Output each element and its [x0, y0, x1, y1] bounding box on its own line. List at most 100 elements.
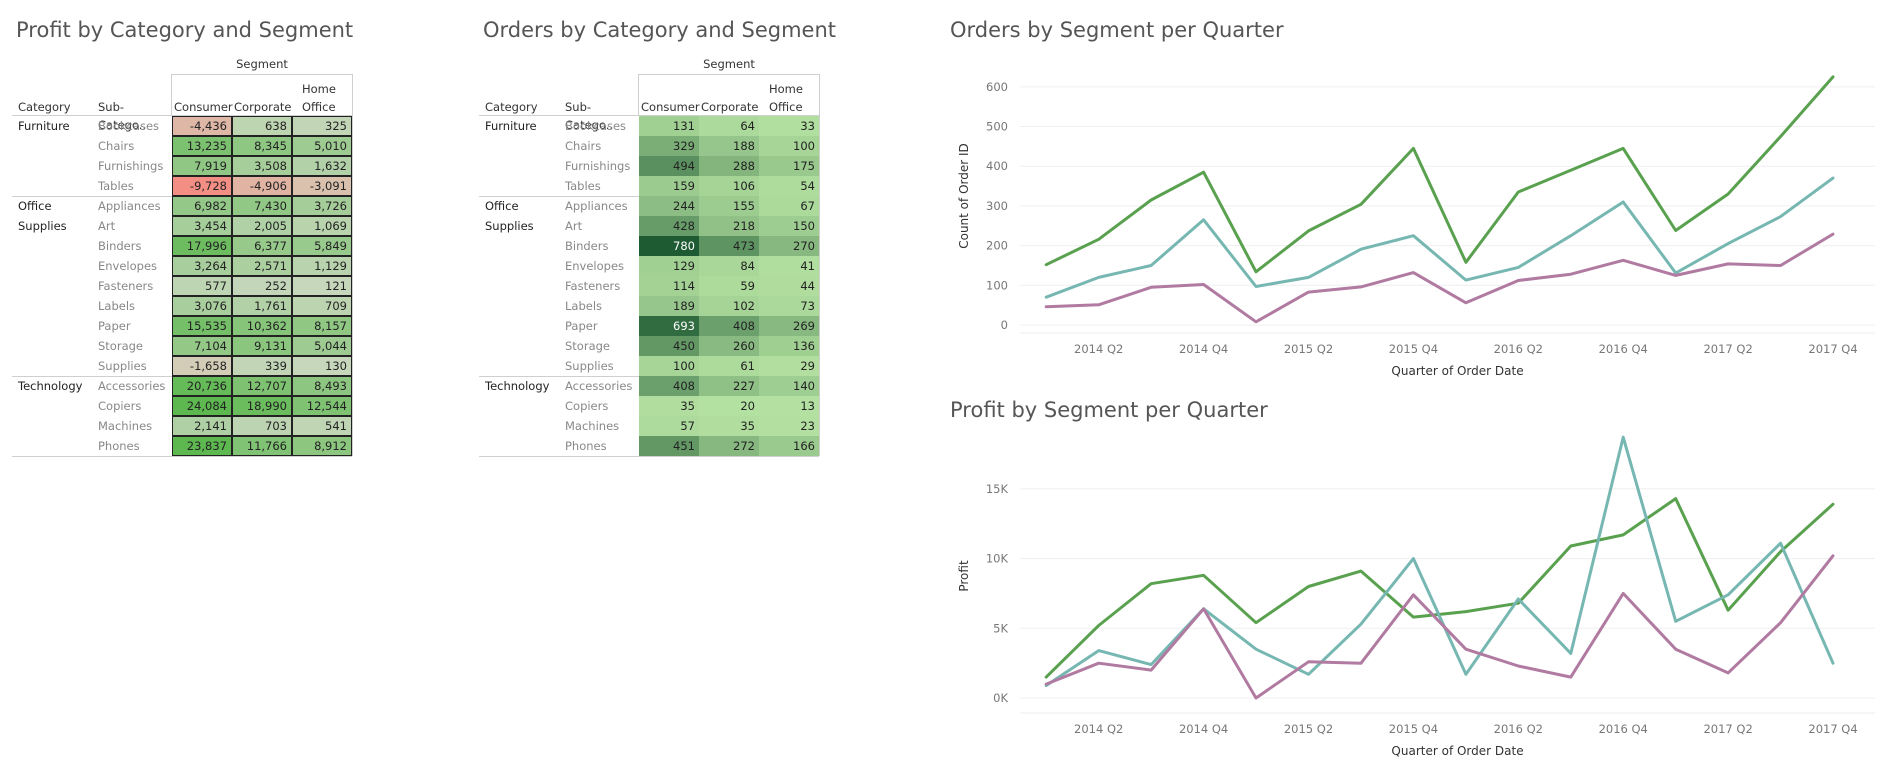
heatmap-cell: 260: [699, 336, 759, 356]
heatmap-cell: 23,837: [172, 436, 232, 456]
x-tick-label: 2015 Q4: [1389, 722, 1438, 736]
heatmap-cell: 54: [759, 176, 819, 196]
heatmap-cell: 29: [759, 356, 819, 376]
heatmap-cell: 272: [699, 436, 759, 456]
y-tick-label: 10K: [986, 552, 1009, 566]
subcategory-label: Storage: [98, 339, 143, 353]
header-underline: [479, 115, 819, 116]
heatmap-cell: 8,345: [232, 136, 292, 156]
subcategory-label: Furnishings: [98, 159, 164, 173]
subcategory-label: Supplies: [565, 359, 614, 373]
category-office-supplies: Office: [18, 199, 52, 213]
x-tick-label: 2016 Q4: [1599, 722, 1648, 736]
subcategory-label: Appliances: [98, 199, 161, 213]
heatmap-cell: 12,707: [232, 376, 292, 396]
heatmap-cell: 408: [699, 316, 759, 336]
heatmap-cell: 18,990: [232, 396, 292, 416]
heatmap-cell: 693: [639, 316, 699, 336]
heatmap-cell: 64: [699, 116, 759, 136]
table-bottom-border: [12, 456, 352, 457]
heatmap-cell: 638: [232, 116, 292, 136]
subcategory-label: Copiers: [565, 399, 609, 413]
category-office-supplies-line2: Supplies: [18, 219, 67, 233]
heatmap-cell: 577: [172, 276, 232, 296]
heatmap-cell: 33: [759, 116, 819, 136]
x-axis-title: Quarter of Order Date: [1391, 364, 1523, 378]
segment-underline: [639, 74, 819, 75]
heatmap-cell: 5,044: [292, 336, 352, 356]
subcategory-label: Art: [565, 219, 583, 233]
heatmap-cell: 325: [292, 116, 352, 136]
heatmap-cell: 408: [639, 376, 699, 396]
y-tick-label: 15K: [986, 482, 1009, 496]
y-tick-label: 200: [986, 239, 1008, 253]
subcategory-label: Labels: [565, 299, 603, 313]
home-office-header-line2: Office: [302, 100, 336, 114]
heatmap-cell: 84: [699, 256, 759, 276]
heatmap-cell: 703: [232, 416, 292, 436]
subcategory-label: Machines: [98, 419, 153, 433]
profit-line-title: Profit by Segment per Quarter: [950, 398, 1268, 422]
home-office-header: Home: [302, 82, 336, 96]
heatmap-cell: 5,849: [292, 236, 352, 256]
subcategory-label: Copiers: [98, 399, 142, 413]
heatmap-cell: -9,728: [172, 176, 232, 196]
subcategory-label: Fasteners: [565, 279, 621, 293]
segment-divider: [171, 74, 172, 116]
category-furniture: Furniture: [18, 119, 70, 133]
y-tick-label: 600: [986, 80, 1008, 94]
heatmap-cell: 35: [639, 396, 699, 416]
y-tick-label: 0K: [993, 691, 1008, 705]
category-header: Category: [18, 100, 71, 114]
category-technology: Technology: [485, 379, 550, 393]
y-tick-label: 400: [986, 159, 1008, 173]
subcategory-label: Chairs: [565, 139, 602, 153]
heatmap-cell: 6,377: [232, 236, 292, 256]
series-line: [1044, 75, 1835, 274]
y-tick-label: 300: [986, 199, 1008, 213]
segment-header: Segment: [703, 57, 755, 71]
heatmap-cell: 20: [699, 396, 759, 416]
x-tick-label: 2016 Q2: [1494, 722, 1543, 736]
heatmap-cell: 121: [292, 276, 352, 296]
heatmap-cell: 159: [639, 176, 699, 196]
x-tick-label: 2015 Q4: [1389, 342, 1438, 356]
heatmap-cell: 7,919: [172, 156, 232, 176]
orders-line-title: Orders by Segment per Quarter: [950, 18, 1284, 42]
heatmap-cell: 252: [232, 276, 292, 296]
heatmap-cell: 166: [759, 436, 819, 456]
heatmap-cell: 41: [759, 256, 819, 276]
heatmap-cell: 451: [639, 436, 699, 456]
heatmap-cell: 15,535: [172, 316, 232, 336]
heatmap-cell: 59: [699, 276, 759, 296]
heatmap-cell: 709: [292, 296, 352, 316]
orders-heatmap-title: Orders by Category and Segment: [483, 18, 837, 42]
heatmap-cell: 780: [639, 236, 699, 256]
heatmap-cell: 2,141: [172, 416, 232, 436]
category-office-supplies-line2: Supplies: [485, 219, 534, 233]
header-underline: [12, 115, 352, 116]
profit-heatmap-title: Profit by Category and Segment: [16, 18, 354, 42]
y-tick-label: 0: [1001, 318, 1008, 332]
heatmap-cell: 2,005: [232, 216, 292, 236]
heatmap-cell: 227: [699, 376, 759, 396]
x-tick-label: 2016 Q4: [1599, 342, 1648, 356]
heatmap-cell: 17,996: [172, 236, 232, 256]
heatmap-cell: 3,726: [292, 196, 352, 216]
x-tick-label: 2014 Q4: [1179, 722, 1228, 736]
corporate-header: Corporate: [234, 100, 292, 114]
heatmap-cell: 189: [639, 296, 699, 316]
table-bottom-border: [479, 456, 819, 457]
x-tick-label: 2015 Q2: [1284, 722, 1333, 736]
heatmap-cell: -3,091: [292, 176, 352, 196]
heatmap-cell: 12,544: [292, 396, 352, 416]
subcategory-label: Tables: [565, 179, 601, 193]
subcategory-label: Paper: [98, 319, 131, 333]
corporate-header: Corporate: [701, 100, 759, 114]
subcategory-label: Envelopes: [98, 259, 158, 273]
heatmap-cell: 131: [639, 116, 699, 136]
y-tick-label: 100: [986, 278, 1008, 292]
subcategory-label: Bookcases: [98, 119, 160, 133]
home-office-header: Home: [769, 82, 803, 96]
x-tick-label: 2014 Q2: [1074, 722, 1123, 736]
